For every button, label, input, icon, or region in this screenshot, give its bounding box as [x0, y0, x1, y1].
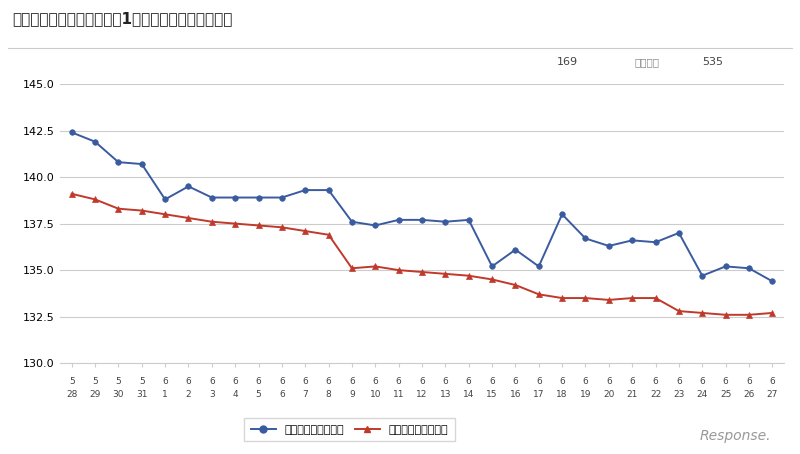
Text: 18: 18 [556, 390, 568, 399]
Text: 21: 21 [626, 390, 638, 399]
Text: ツイート: ツイート [490, 57, 515, 67]
Text: 6: 6 [419, 377, 425, 386]
Text: 27: 27 [766, 390, 778, 399]
Text: 6: 6 [232, 377, 238, 386]
Text: 1: 1 [162, 390, 168, 399]
Text: 9: 9 [349, 390, 355, 399]
Text: いいね！: いいね！ [634, 57, 659, 67]
Text: Response.: Response. [700, 429, 771, 443]
Text: 6: 6 [442, 377, 448, 386]
Text: 24: 24 [697, 390, 708, 399]
Text: 6: 6 [326, 377, 331, 386]
Text: 10: 10 [370, 390, 381, 399]
Text: 6: 6 [582, 377, 588, 386]
Text: 5: 5 [92, 377, 98, 386]
Text: 6: 6 [770, 377, 775, 386]
Text: 6: 6 [630, 377, 635, 386]
Text: 5: 5 [115, 377, 122, 386]
Text: 20: 20 [603, 390, 614, 399]
Text: 6: 6 [186, 377, 191, 386]
Text: 535: 535 [702, 57, 723, 67]
Text: 6: 6 [559, 377, 565, 386]
Text: 2: 2 [186, 390, 191, 399]
Text: 5: 5 [256, 390, 262, 399]
Text: 16: 16 [510, 390, 521, 399]
Text: 6: 6 [279, 377, 285, 386]
Text: 25: 25 [720, 390, 731, 399]
Text: 6: 6 [513, 377, 518, 386]
Text: 12: 12 [416, 390, 428, 399]
Text: 6: 6 [536, 377, 542, 386]
Text: 19: 19 [580, 390, 591, 399]
Text: 169: 169 [557, 57, 578, 67]
Text: 14: 14 [463, 390, 474, 399]
Text: 17: 17 [533, 390, 545, 399]
Text: 6: 6 [279, 390, 285, 399]
Text: 6: 6 [466, 377, 471, 386]
Text: 6: 6 [722, 377, 729, 386]
Text: 13: 13 [440, 390, 451, 399]
Text: 6: 6 [302, 377, 308, 386]
Text: 7: 7 [302, 390, 308, 399]
Text: 6: 6 [653, 377, 658, 386]
Text: 28: 28 [66, 390, 78, 399]
Text: 26: 26 [743, 390, 754, 399]
Text: 6: 6 [209, 377, 214, 386]
Text: 4: 4 [232, 390, 238, 399]
Text: 29: 29 [90, 390, 101, 399]
Text: 6: 6 [256, 377, 262, 386]
Text: 8: 8 [326, 390, 331, 399]
Text: 6: 6 [699, 377, 705, 386]
Text: 31: 31 [136, 390, 147, 399]
Text: 5: 5 [69, 377, 74, 386]
Text: 6: 6 [373, 377, 378, 386]
Text: 6: 6 [746, 377, 752, 386]
Text: 6: 6 [162, 377, 168, 386]
Text: 22: 22 [650, 390, 661, 399]
Text: 11: 11 [393, 390, 404, 399]
Text: 30: 30 [113, 390, 124, 399]
Text: 6: 6 [489, 377, 495, 386]
Text: 5: 5 [139, 377, 145, 386]
Text: 6: 6 [606, 377, 612, 386]
Text: 6: 6 [676, 377, 682, 386]
Legend: レギュラー看板価格, レギュラー実売価格: レギュラー看板価格, レギュラー実売価格 [245, 418, 454, 441]
Text: ガソリン価格推移　（最近1ヶ月のレギュラー価格）: ガソリン価格推移 （最近1ヶ月のレギュラー価格） [12, 11, 232, 26]
Text: 6: 6 [396, 377, 402, 386]
Text: 6: 6 [349, 377, 355, 386]
Text: 15: 15 [486, 390, 498, 399]
Text: 23: 23 [674, 390, 685, 399]
Text: 3: 3 [209, 390, 214, 399]
